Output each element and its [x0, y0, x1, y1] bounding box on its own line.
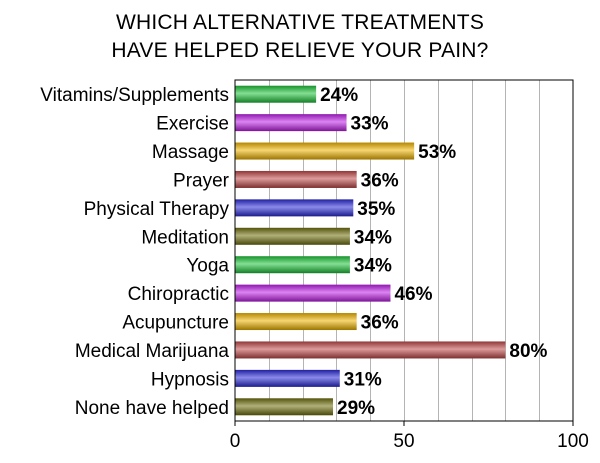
data-labels: 24%33%53%36%35%34%34%46%36%80%31%29%	[320, 85, 547, 419]
bar	[235, 313, 357, 331]
data-label: 80%	[509, 341, 547, 362]
category-label: Vitamins/Supplements	[40, 85, 229, 106]
x-axis-ticks: 0 50 100	[230, 421, 589, 452]
category-label: Physical Therapy	[84, 199, 230, 220]
bar	[235, 85, 317, 103]
data-label: 31%	[344, 369, 382, 390]
category-label: Prayer	[173, 170, 230, 191]
category-label: Meditation	[141, 227, 229, 248]
bar-series	[235, 85, 506, 416]
x-tick-label: 100	[557, 431, 589, 452]
category-labels: Vitamins/Supplements Exercise Massage Praye…	[40, 85, 229, 419]
bar	[235, 369, 340, 387]
bar	[235, 341, 506, 359]
bar	[235, 227, 350, 245]
data-label: 46%	[394, 284, 432, 305]
data-label: 34%	[354, 256, 392, 277]
data-label: 29%	[337, 398, 375, 419]
chart-title: WHICH ALTERNATIVE TREATMENTS HAVE HELPED…	[0, 9, 600, 65]
chart-title-line-2: HAVE HELPED RELIEVE YOUR PAIN?	[111, 39, 489, 62]
data-label: 36%	[361, 170, 399, 191]
bar	[235, 142, 415, 160]
category-label: Hypnosis	[151, 369, 229, 390]
data-label: 34%	[354, 227, 392, 248]
data-label: 35%	[357, 199, 395, 220]
x-tick-label: 50	[393, 431, 414, 452]
bar	[235, 114, 347, 132]
category-label: Massage	[152, 142, 229, 163]
bar	[235, 284, 391, 302]
category-label: Yoga	[186, 256, 229, 277]
category-label: None have helped	[75, 398, 229, 419]
data-label: 24%	[320, 85, 358, 106]
grid-lines	[269, 80, 540, 421]
category-label: Medical Marijuana	[75, 341, 230, 362]
x-tick-label: 0	[230, 431, 241, 452]
bar	[235, 398, 334, 416]
category-label: Exercise	[156, 114, 229, 135]
data-label: 33%	[351, 114, 389, 135]
category-label: Chiropractic	[128, 284, 229, 305]
category-label: Acupuncture	[122, 313, 229, 334]
bar	[235, 170, 357, 188]
chart-title-line-1: WHICH ALTERNATIVE TREATMENTS	[115, 11, 485, 34]
data-label: 36%	[361, 313, 399, 334]
bar	[235, 256, 350, 274]
data-label: 53%	[418, 142, 456, 163]
bar	[235, 199, 354, 217]
